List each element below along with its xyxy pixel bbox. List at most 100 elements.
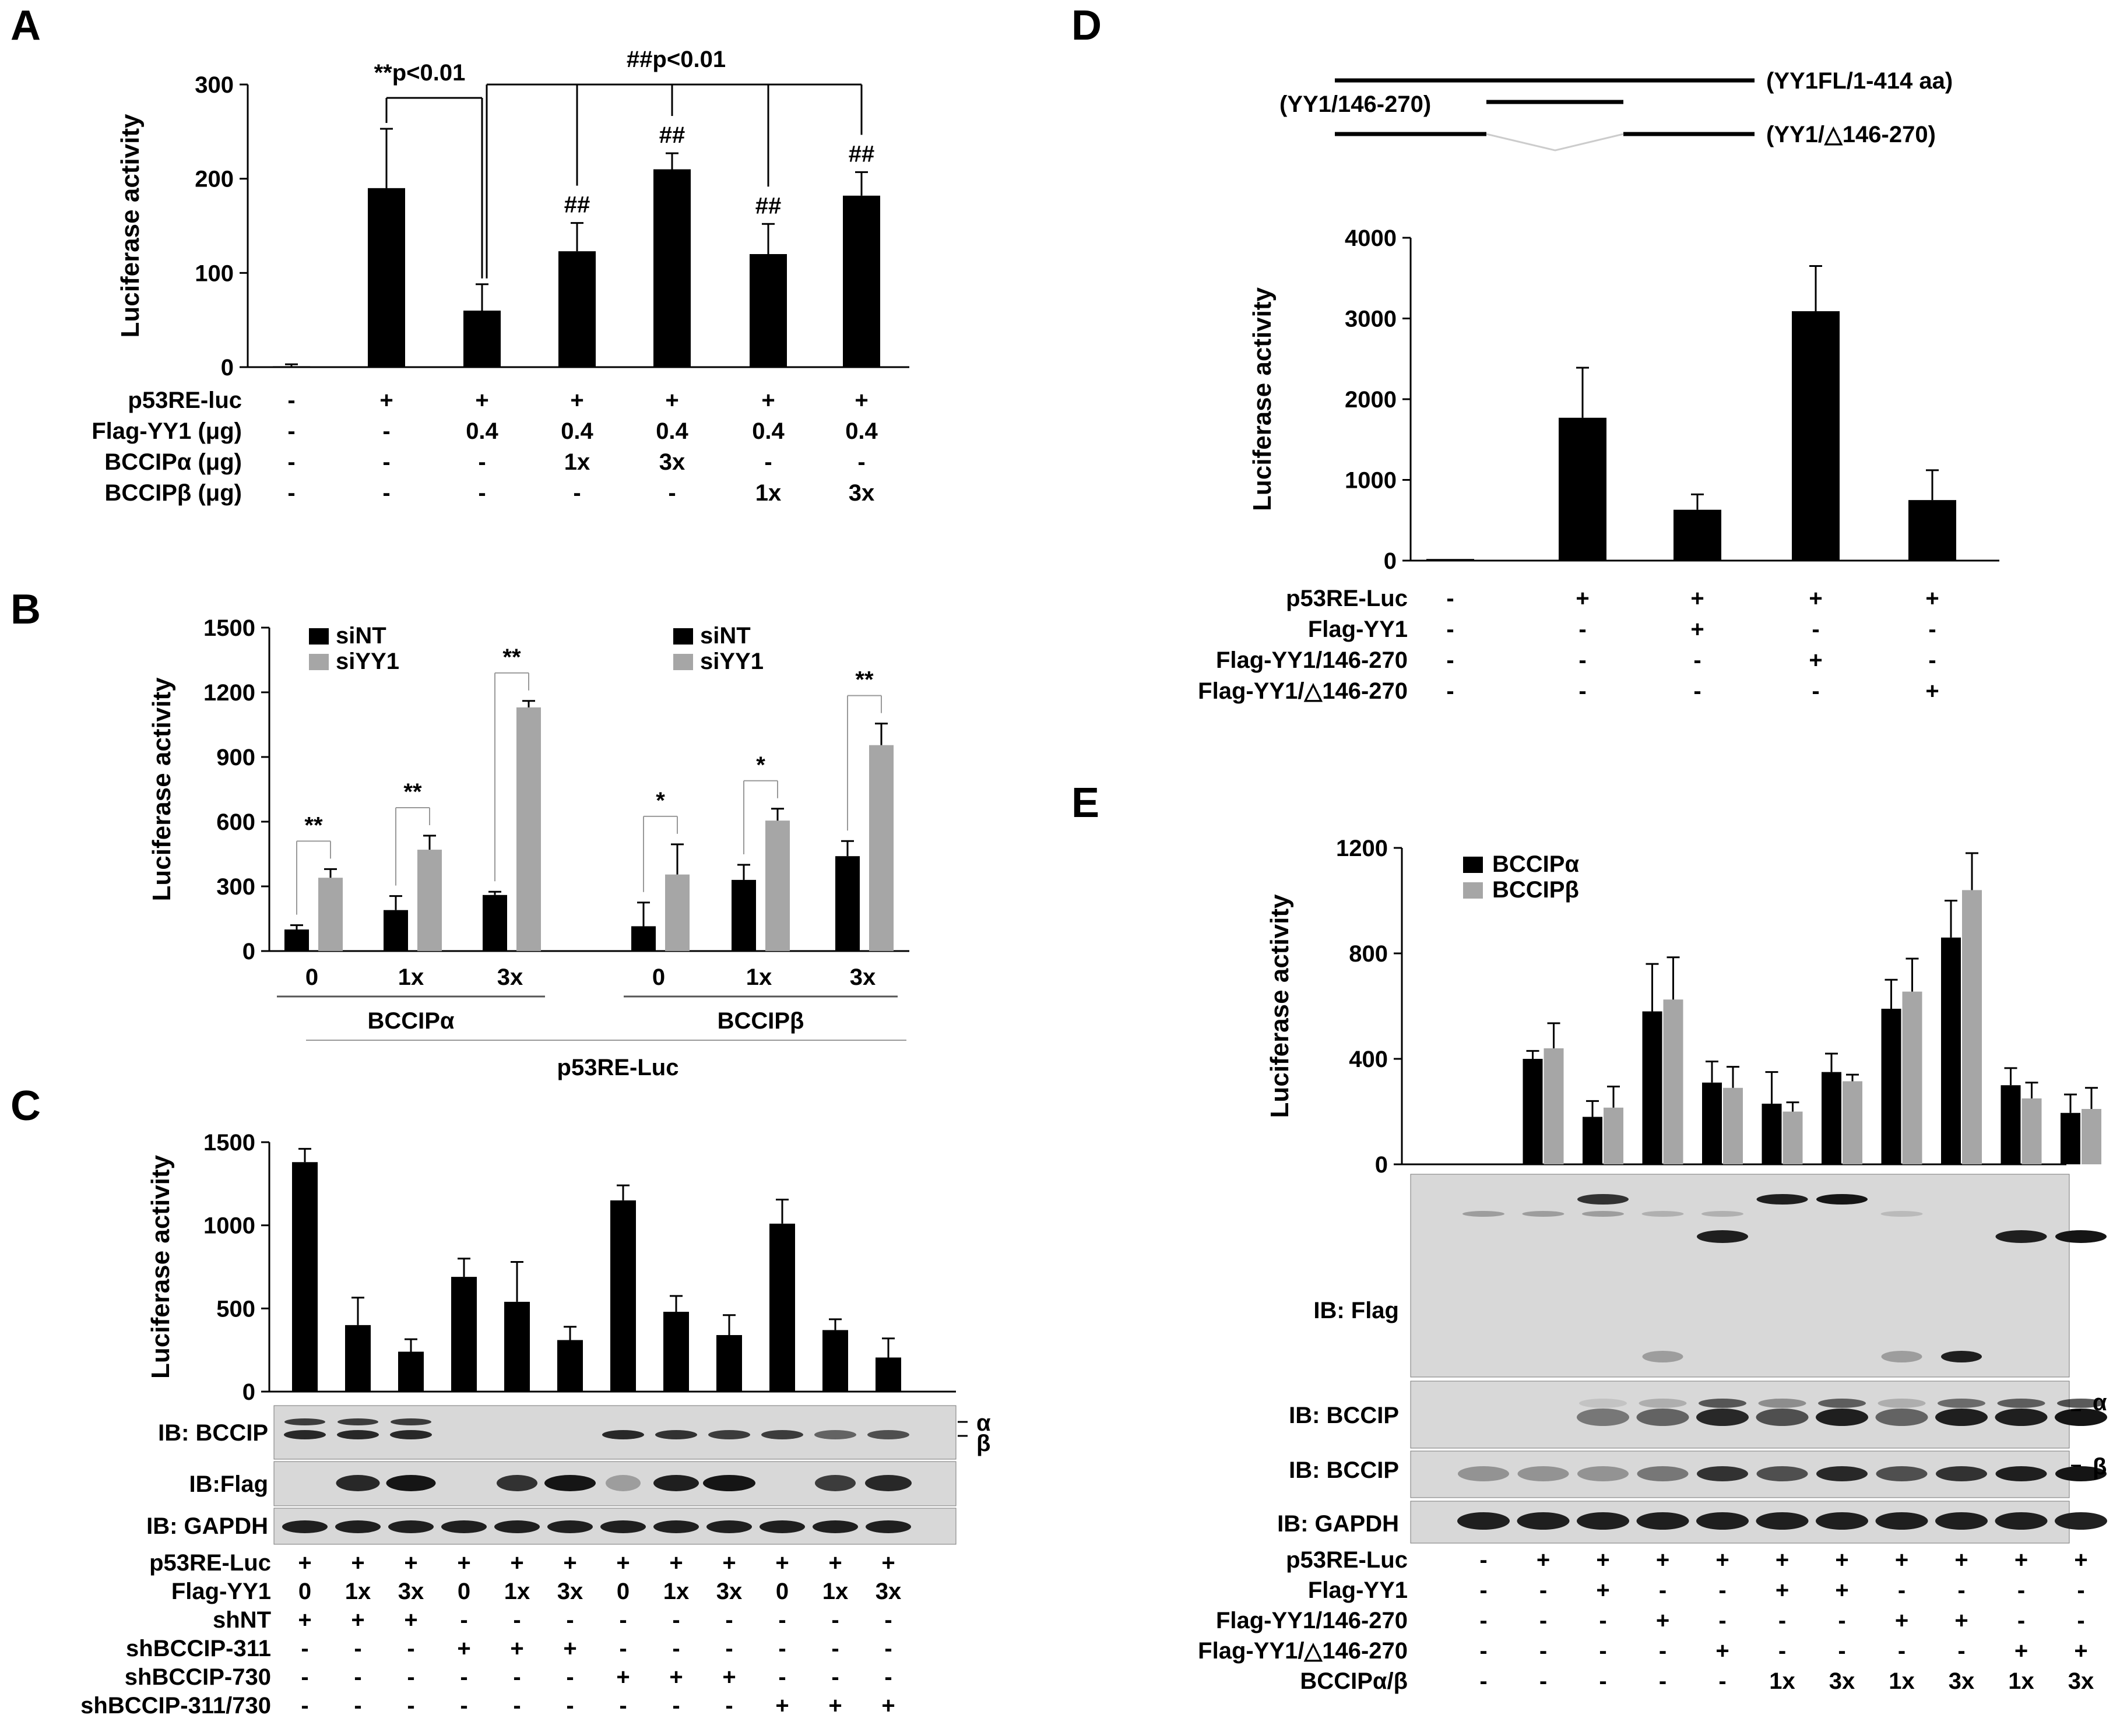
table-cell-c: - [513,1664,521,1690]
table-cell-e: + [1835,1577,1848,1603]
blot-label-c-gapdh: IB: GAPDH [146,1513,268,1539]
table-cell-c: - [884,1607,892,1633]
band-c-gapdh [600,1520,646,1533]
band-e-bccip-alpha [1577,1408,1629,1426]
table-cell-c: - [407,1664,414,1690]
table-cell-e: + [1656,1608,1669,1633]
y-tick-label-e: 0 [1375,1152,1388,1178]
table-cell-e: + [2014,1638,2028,1664]
table-cell-c: + [404,1607,417,1633]
table-cell-e: - [1898,1638,1905,1664]
bar-c [610,1200,636,1392]
y-axis-label-d: Luciferase activity [1248,287,1277,510]
panel-label-d: D [1071,2,1102,49]
bar-e-alpha [1822,1072,1841,1164]
table-cell-a: - [287,388,295,413]
table-cell-c: - [354,1664,361,1690]
table-cell-a: - [668,480,676,506]
band-c-beta [867,1430,909,1439]
table-cell-d: + [1690,586,1704,611]
table-cell-a: 0.4 [466,418,498,444]
y-tick-label-c: 0 [242,1379,255,1405]
y-tick-label-b: 600 [216,809,255,835]
table-cell-a: 3x [849,480,875,506]
table-cell-e: + [1776,1577,1789,1603]
band-e-gapdh [1517,1512,1570,1530]
y-tick-label-d: 0 [1384,548,1397,574]
band-e-bccip-beta [2055,1466,2107,1481]
table-cell-e: + [1715,1547,1729,1573]
table-cell-e: - [1479,1577,1487,1603]
legend-swatch-b-sint [673,628,693,645]
table-cell-e: - [2017,1608,2025,1633]
table-cell-e: - [1599,1638,1606,1664]
band-e-bccip-beta [1936,1466,1987,1481]
bar-d [1908,500,1956,561]
table-cell-e: + [2074,1638,2087,1664]
table-cell-e: + [1656,1547,1669,1573]
sig-label-a-right: ##p<0.01 [627,47,726,72]
table-cell-e: + [1715,1638,1729,1664]
band-c-gapdh [706,1520,752,1533]
panel-label-e: E [1071,780,1099,826]
band-c-beta [814,1430,856,1439]
row-label-d: Flag-YY1/146-270 [1216,647,1408,673]
table-cell-c: + [457,1636,470,1661]
panel-label-a: A [10,2,41,49]
band-e-gapdh [1816,1512,1868,1530]
row-label-a: Flag-YY1 (μg) [92,418,242,444]
band-e-bccip-upper [1639,1399,1687,1408]
bar-b-siyy1 [869,745,894,951]
band-e-gapdh [1935,1512,1988,1530]
band-e-flag-bg [1522,1211,1564,1217]
row-label-c: shBCCIP-730 [125,1664,271,1690]
table-cell-c: + [828,1693,842,1719]
table-cell-e: + [1835,1547,1848,1573]
bar-b-sint [384,910,408,951]
y-tick-label-a: 100 [195,260,234,286]
table-cell-c: - [301,1693,308,1719]
table-cell-e: - [2017,1577,2025,1603]
table-cell-a: 1x [755,480,782,506]
bar-b-siyy1 [765,821,790,951]
bar-a [653,169,691,367]
bar-a [750,254,787,367]
table-cell-c: 1x [345,1579,371,1604]
table-cell-a: + [570,388,583,413]
legend-swatch-b-siyy1 [673,654,693,670]
band-e-gapdh [1875,1512,1928,1530]
bar-c [663,1312,689,1392]
table-cell-c: + [563,1636,576,1661]
y-tick-label-a: 0 [221,355,234,381]
band-c-flag [544,1475,596,1491]
band-e-flag-bg [1582,1211,1624,1217]
bar-e-beta [2082,1108,2101,1164]
bar-e-beta [1783,1111,1803,1164]
band-e-bccip-upper [1818,1399,1866,1408]
row-label-d: Flag-YY1/△146-270 [1198,678,1408,704]
table-cell-a: 0.4 [845,418,878,444]
table-cell-e: - [1539,1638,1547,1664]
band-c-flag [386,1475,436,1491]
y-tick-label-d: 2000 [1345,387,1397,413]
table-cell-c: - [619,1607,627,1633]
table-cell-c: + [510,1550,523,1576]
table-cell-c: - [672,1607,680,1633]
bar-e-beta [1723,1087,1743,1164]
x-tick-label-b: 3x [850,964,876,990]
band-c-alpha [391,1418,431,1425]
band-e-flag-full [1577,1194,1629,1205]
bar-a [558,251,596,367]
bar-d [1426,559,1474,561]
row-label-a: p53RE-luc [128,388,242,413]
table-cell-c: 3x [557,1579,583,1604]
table-cell-a: 0.4 [752,418,785,444]
band-e-flag-delta [2055,1230,2107,1243]
table-cell-c: - [566,1607,574,1633]
row-label-a: BCCIPα (μg) [104,449,242,475]
table-cell-e: - [1957,1577,1965,1603]
table-cell-e: - [1479,1668,1487,1694]
table-cell-d: - [1812,678,1819,704]
table-cell-a: + [855,388,868,413]
band-e-gapdh [1457,1512,1510,1530]
